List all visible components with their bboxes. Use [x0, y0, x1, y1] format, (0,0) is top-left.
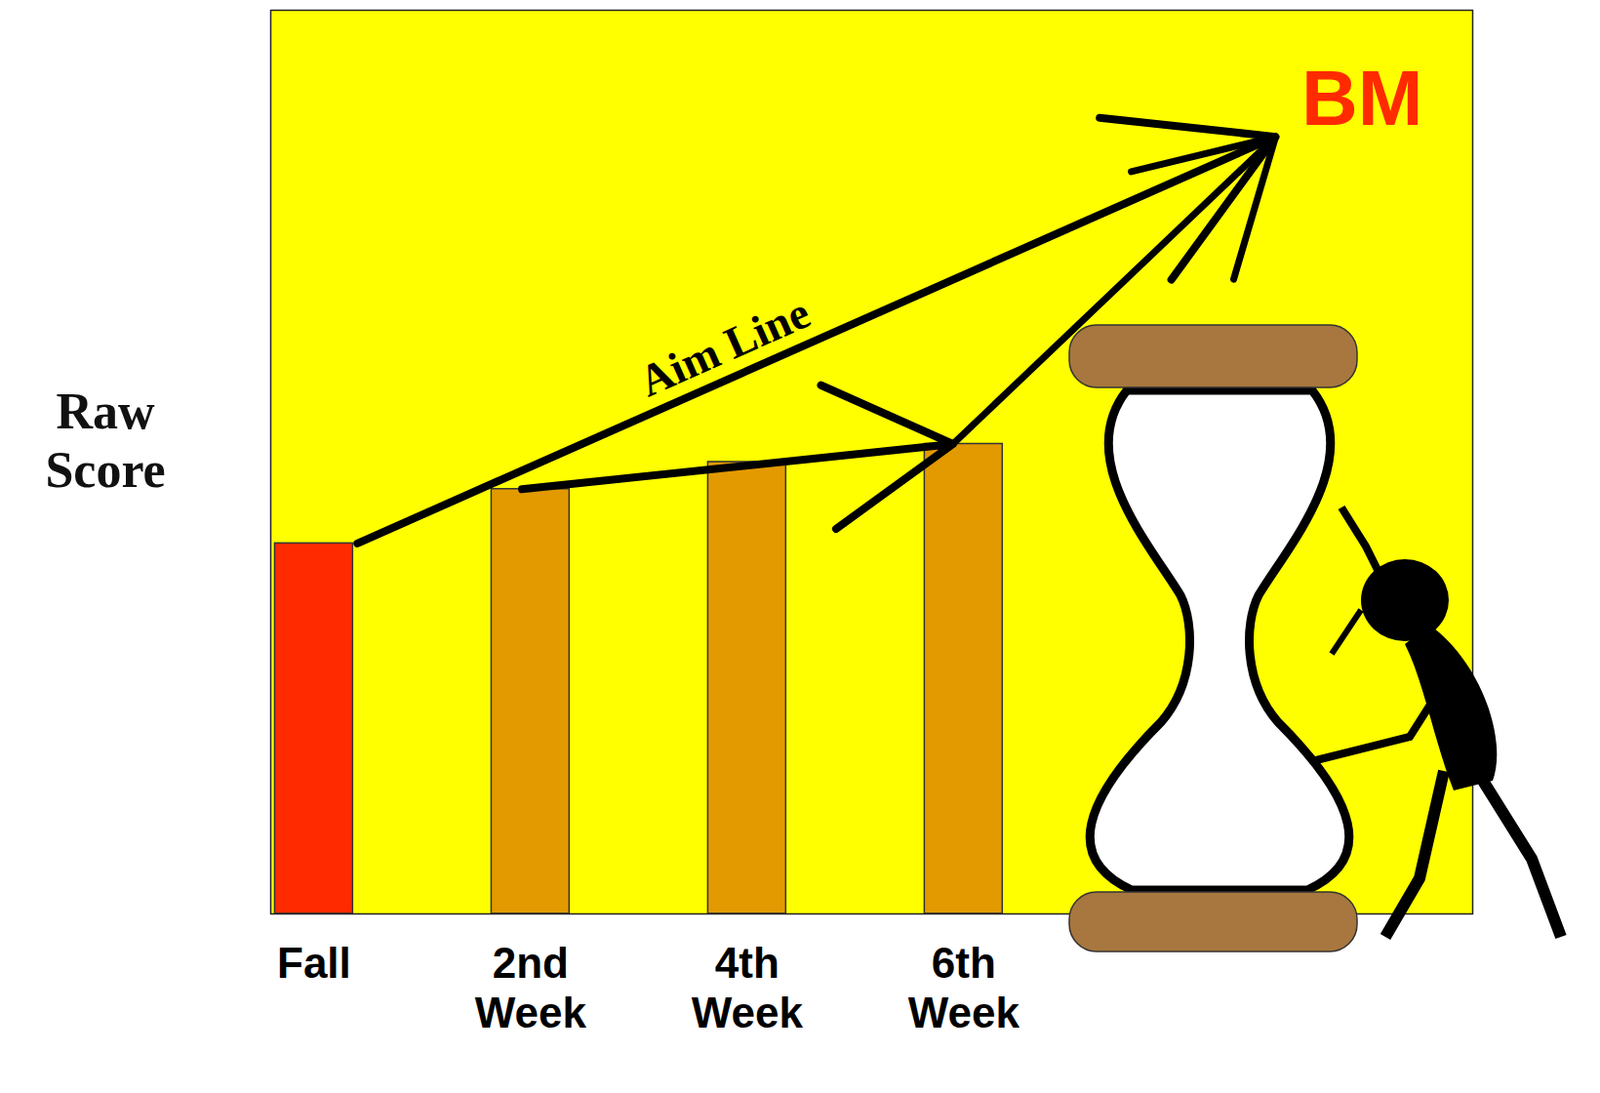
svg-text:2ndWeek: 2ndWeek	[475, 938, 588, 1037]
svg-text:Fall: Fall	[277, 938, 352, 987]
html-text:Raw: Raw	[56, 383, 155, 440]
svg-text:6thWeek: 6thWeek	[908, 938, 1021, 1037]
svg-text:Aim Line: Aim Line	[631, 286, 817, 406]
html-text:Score: Score	[45, 441, 166, 498]
svg-text:BM: BM	[1301, 54, 1423, 142]
svg-text:4thWeek: 4thWeek	[691, 938, 804, 1037]
